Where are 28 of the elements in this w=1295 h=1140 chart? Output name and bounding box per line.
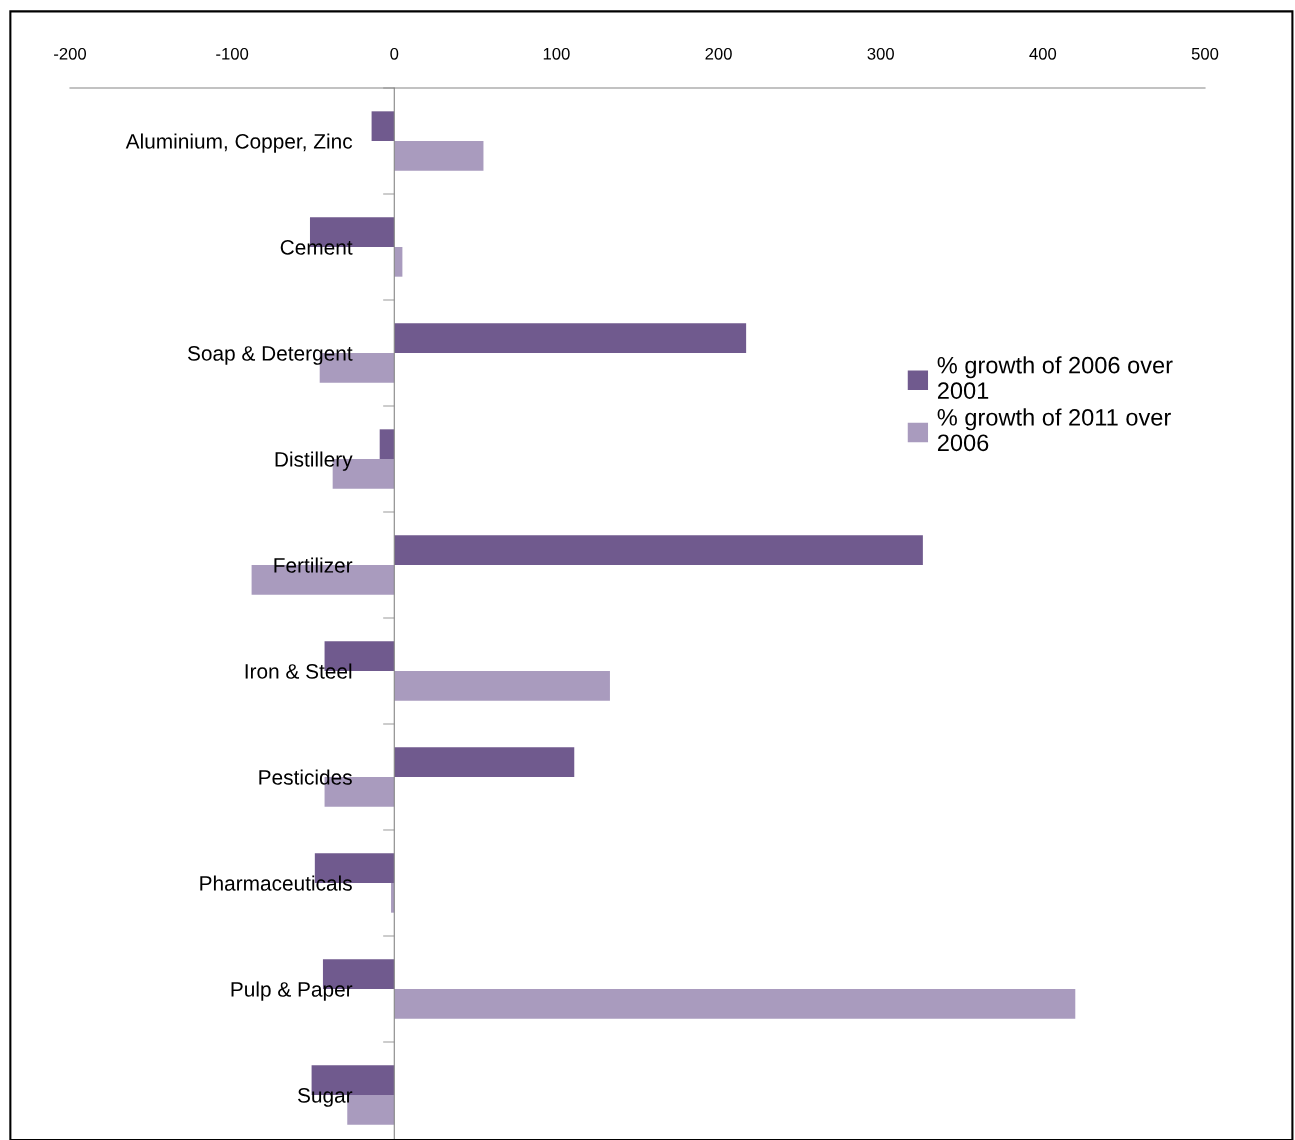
- x-tick-label: 200: [705, 47, 732, 60]
- x-tick-label: 300: [867, 47, 894, 60]
- bar: [379, 429, 395, 459]
- y-tick-label: Soap & Detergent: [187, 346, 353, 365]
- y-tick-label: Pharmaceuticals: [200, 875, 352, 891]
- y-tick-label: Fertilizer: [274, 557, 353, 573]
- x-tick-label: 500: [1191, 47, 1219, 60]
- bar: [394, 989, 1076, 1019]
- bar: [394, 671, 610, 701]
- y-tick-label: Iron & Steel: [245, 663, 352, 679]
- x-tick-label: 100: [543, 47, 570, 60]
- bar: [394, 141, 484, 171]
- y-tick-label: Aluminium, Copper, Zinc: [125, 133, 353, 153]
- y-tick-label: Cement: [280, 240, 353, 255]
- bar: [371, 111, 395, 141]
- legend-label: % growth of 2011 over 2006: [937, 408, 1171, 452]
- legend-label: % growth of 2006 over 2001: [937, 356, 1173, 399]
- bar: [394, 323, 747, 353]
- y-tick-label: Pesticides: [259, 769, 352, 785]
- y-tick-label: Pulp & Paper: [231, 981, 353, 1001]
- bar: [391, 883, 395, 913]
- x-tick-label: 400: [1029, 47, 1057, 60]
- x-tick-label: -200: [54, 47, 87, 60]
- y-tick-label: Distillery: [275, 451, 353, 471]
- bar: [394, 747, 575, 777]
- bar: [394, 535, 923, 565]
- x-tick-label: -100: [216, 47, 249, 60]
- x-tick-label: 0: [390, 47, 399, 60]
